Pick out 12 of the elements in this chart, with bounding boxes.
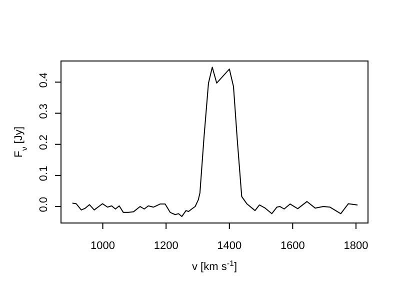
x-tick-label: 1600 [280, 240, 305, 252]
line-series [72, 66, 358, 217]
x-axis-title: v [km s$^{-1}$] [192, 258, 238, 273]
y-tick-label: 0.0 [38, 196, 50, 212]
x-tick-label: 1800 [344, 240, 368, 252]
x-tick-label: 1200 [154, 240, 178, 252]
y-tick-label: 0.3 [38, 104, 50, 119]
y-tick-label: 0.1 [38, 166, 50, 182]
y-tick-label: 0.2 [38, 134, 50, 150]
x-tick-label: 1000 [90, 240, 116, 252]
x-tick-label: 1400 [217, 240, 242, 252]
y-tick-label: 0.4 [38, 72, 50, 88]
